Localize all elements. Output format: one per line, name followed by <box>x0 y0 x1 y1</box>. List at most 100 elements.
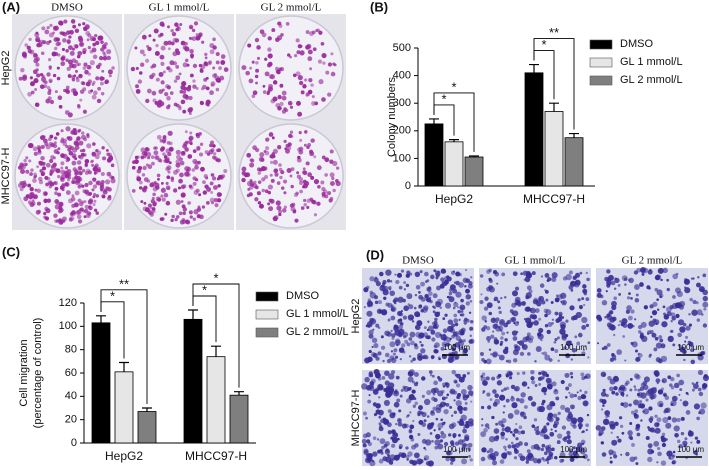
cell-dot <box>414 311 421 318</box>
cell-dot <box>606 269 611 274</box>
cell-dot <box>595 425 602 431</box>
cell-dot <box>147 203 152 208</box>
cell-dot <box>258 168 263 172</box>
cell-dot <box>502 411 505 414</box>
cell-dot <box>441 389 445 394</box>
cell-dot <box>30 168 34 172</box>
cell-dot <box>60 166 64 170</box>
cell-dot <box>383 388 388 392</box>
cell-dot <box>189 49 194 54</box>
cell-dot <box>146 179 151 183</box>
cell-dot <box>568 391 571 394</box>
cell-dot <box>387 430 392 435</box>
cell-dot <box>34 88 38 91</box>
cell-dot <box>46 72 51 77</box>
cell-dot <box>197 205 201 209</box>
cell-dot <box>249 66 253 70</box>
cell-dot <box>392 352 397 356</box>
cell-dot <box>609 456 612 459</box>
cell-dot <box>173 102 178 107</box>
cell-dot <box>372 436 377 440</box>
error-bar <box>469 155 479 158</box>
cell-dot <box>657 358 663 364</box>
cell-dot <box>255 147 260 153</box>
cell-dot <box>669 304 674 310</box>
significance-bracket <box>192 283 240 388</box>
cell-dot <box>29 196 33 200</box>
cell-dot <box>657 446 661 451</box>
cell-dot <box>241 166 247 172</box>
cell-dot <box>55 132 60 136</box>
cell-dot <box>553 420 559 426</box>
cell-dot <box>36 42 41 48</box>
cell-dot <box>305 44 310 50</box>
cell-dot <box>166 105 171 110</box>
cell-dot <box>529 307 536 314</box>
cell-dot <box>57 147 61 151</box>
cell-dot <box>389 280 393 283</box>
cell-dot <box>587 356 590 359</box>
cell-dot <box>574 335 578 339</box>
cell-dot <box>515 437 519 441</box>
cell-dot <box>404 339 409 344</box>
cell-dot <box>513 321 516 325</box>
cell-dot <box>642 384 649 391</box>
cell-dot <box>262 90 267 94</box>
cell-dot <box>310 83 314 87</box>
cell-dot <box>672 450 676 454</box>
cell-dot <box>390 350 394 353</box>
cell-dot <box>600 408 604 411</box>
cell-dot <box>23 196 29 202</box>
cell-dot <box>69 29 74 35</box>
cell-dot <box>204 150 209 155</box>
cell-dot <box>512 271 518 277</box>
cell-dot <box>92 42 96 46</box>
cell-dot <box>605 393 609 398</box>
cell-dot <box>420 348 426 354</box>
cell-dot <box>315 29 319 33</box>
cell-dot <box>327 92 332 97</box>
cell-dot <box>23 158 27 163</box>
cell-dot <box>431 439 434 443</box>
cell-dot <box>82 66 87 71</box>
y-tick-label: 100 <box>393 152 411 164</box>
cell-dot <box>177 186 182 190</box>
cell-dot <box>286 167 292 174</box>
cell-dot <box>487 340 491 343</box>
cell-dot <box>53 213 58 218</box>
error-bar <box>429 118 439 124</box>
cell-dot <box>423 398 431 406</box>
cell-dot <box>195 33 199 37</box>
cell-dot <box>161 197 166 202</box>
cell-dot <box>21 184 26 189</box>
cell-dot <box>654 287 659 292</box>
cell-dot <box>659 338 664 343</box>
cell-dot <box>448 295 452 299</box>
cell-dot <box>634 409 639 414</box>
cell-dot <box>550 347 555 352</box>
cell-dot <box>634 388 638 392</box>
cell-dot <box>25 156 29 160</box>
cell-dot <box>442 317 446 320</box>
cell-dot <box>642 267 649 274</box>
cell-dot <box>498 320 505 327</box>
cell-dot <box>186 63 190 67</box>
cell-dot <box>648 320 655 327</box>
cell-dot <box>510 395 514 399</box>
cell-dot <box>507 413 514 419</box>
cell-dot <box>407 451 413 457</box>
cell-dot <box>533 418 538 422</box>
cell-dot <box>391 429 396 435</box>
cell-dot <box>387 454 390 457</box>
cell-dot <box>87 79 92 84</box>
cell-dot <box>108 74 112 78</box>
cell-dot <box>330 71 336 77</box>
cell-dot <box>102 189 108 195</box>
cell-dot <box>198 32 203 37</box>
cell-dot <box>137 79 143 84</box>
cell-dot <box>450 390 454 394</box>
cell-dot <box>555 396 560 401</box>
cell-dot <box>78 140 84 146</box>
cell-dot <box>40 170 46 176</box>
cell-dot <box>577 298 581 302</box>
